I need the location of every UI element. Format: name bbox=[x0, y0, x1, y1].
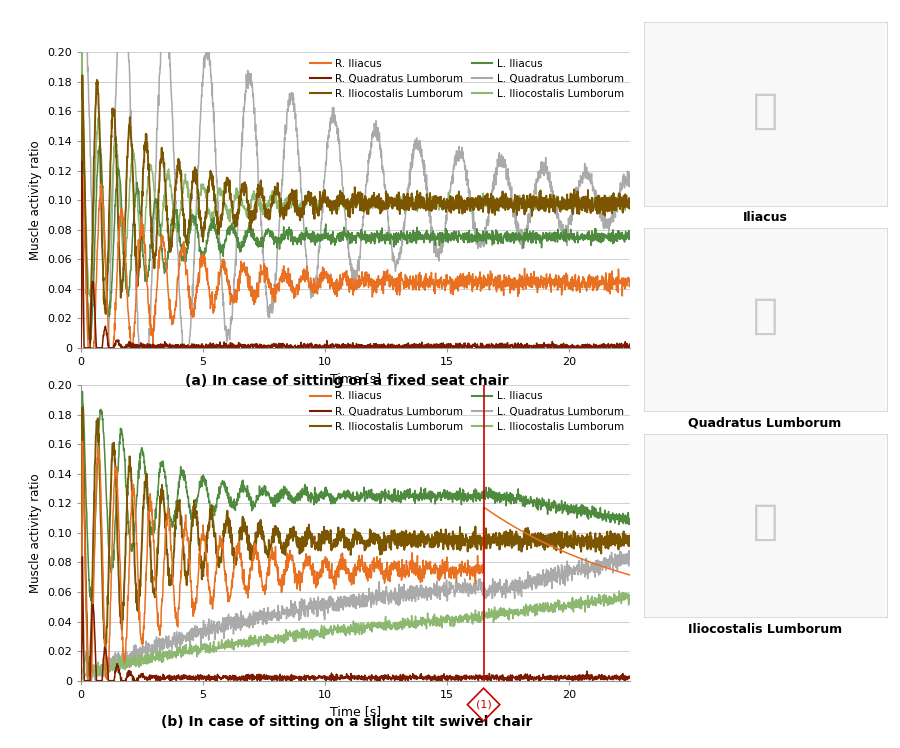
X-axis label: Quadratus Lumborum: Quadratus Lumborum bbox=[688, 417, 842, 430]
Text: (a) In case of sitting on a fixed seat chair: (a) In case of sitting on a fixed seat c… bbox=[184, 374, 508, 388]
X-axis label: Iliacus: Iliacus bbox=[742, 211, 788, 224]
Y-axis label: Muscle activity ratio: Muscle activity ratio bbox=[29, 141, 41, 260]
X-axis label: Time [s]: Time [s] bbox=[330, 705, 381, 718]
X-axis label: Iliocostalis Lumborum: Iliocostalis Lumborum bbox=[688, 622, 842, 636]
Legend: R. Iliacus, R. Quadratus Lumborum, R. Iliocostalis Lumborum, L. Iliacus, L. Quad: R. Iliacus, R. Quadratus Lumborum, R. Il… bbox=[306, 387, 628, 436]
Y-axis label: Muscle activity ratio: Muscle activity ratio bbox=[29, 473, 41, 592]
Text: 🦴: 🦴 bbox=[752, 90, 778, 132]
Text: 🦴: 🦴 bbox=[752, 501, 778, 543]
Text: (1): (1) bbox=[476, 699, 491, 710]
Legend: R. Iliacus, R. Quadratus Lumborum, R. Iliocostalis Lumborum, L. Iliacus, L. Quad: R. Iliacus, R. Quadratus Lumborum, R. Il… bbox=[306, 55, 628, 103]
Text: (b) In case of sitting on a slight tilt swivel chair: (b) In case of sitting on a slight tilt … bbox=[161, 715, 532, 729]
X-axis label: Time [s]: Time [s] bbox=[330, 373, 381, 385]
Text: 🦴: 🦴 bbox=[752, 295, 778, 337]
